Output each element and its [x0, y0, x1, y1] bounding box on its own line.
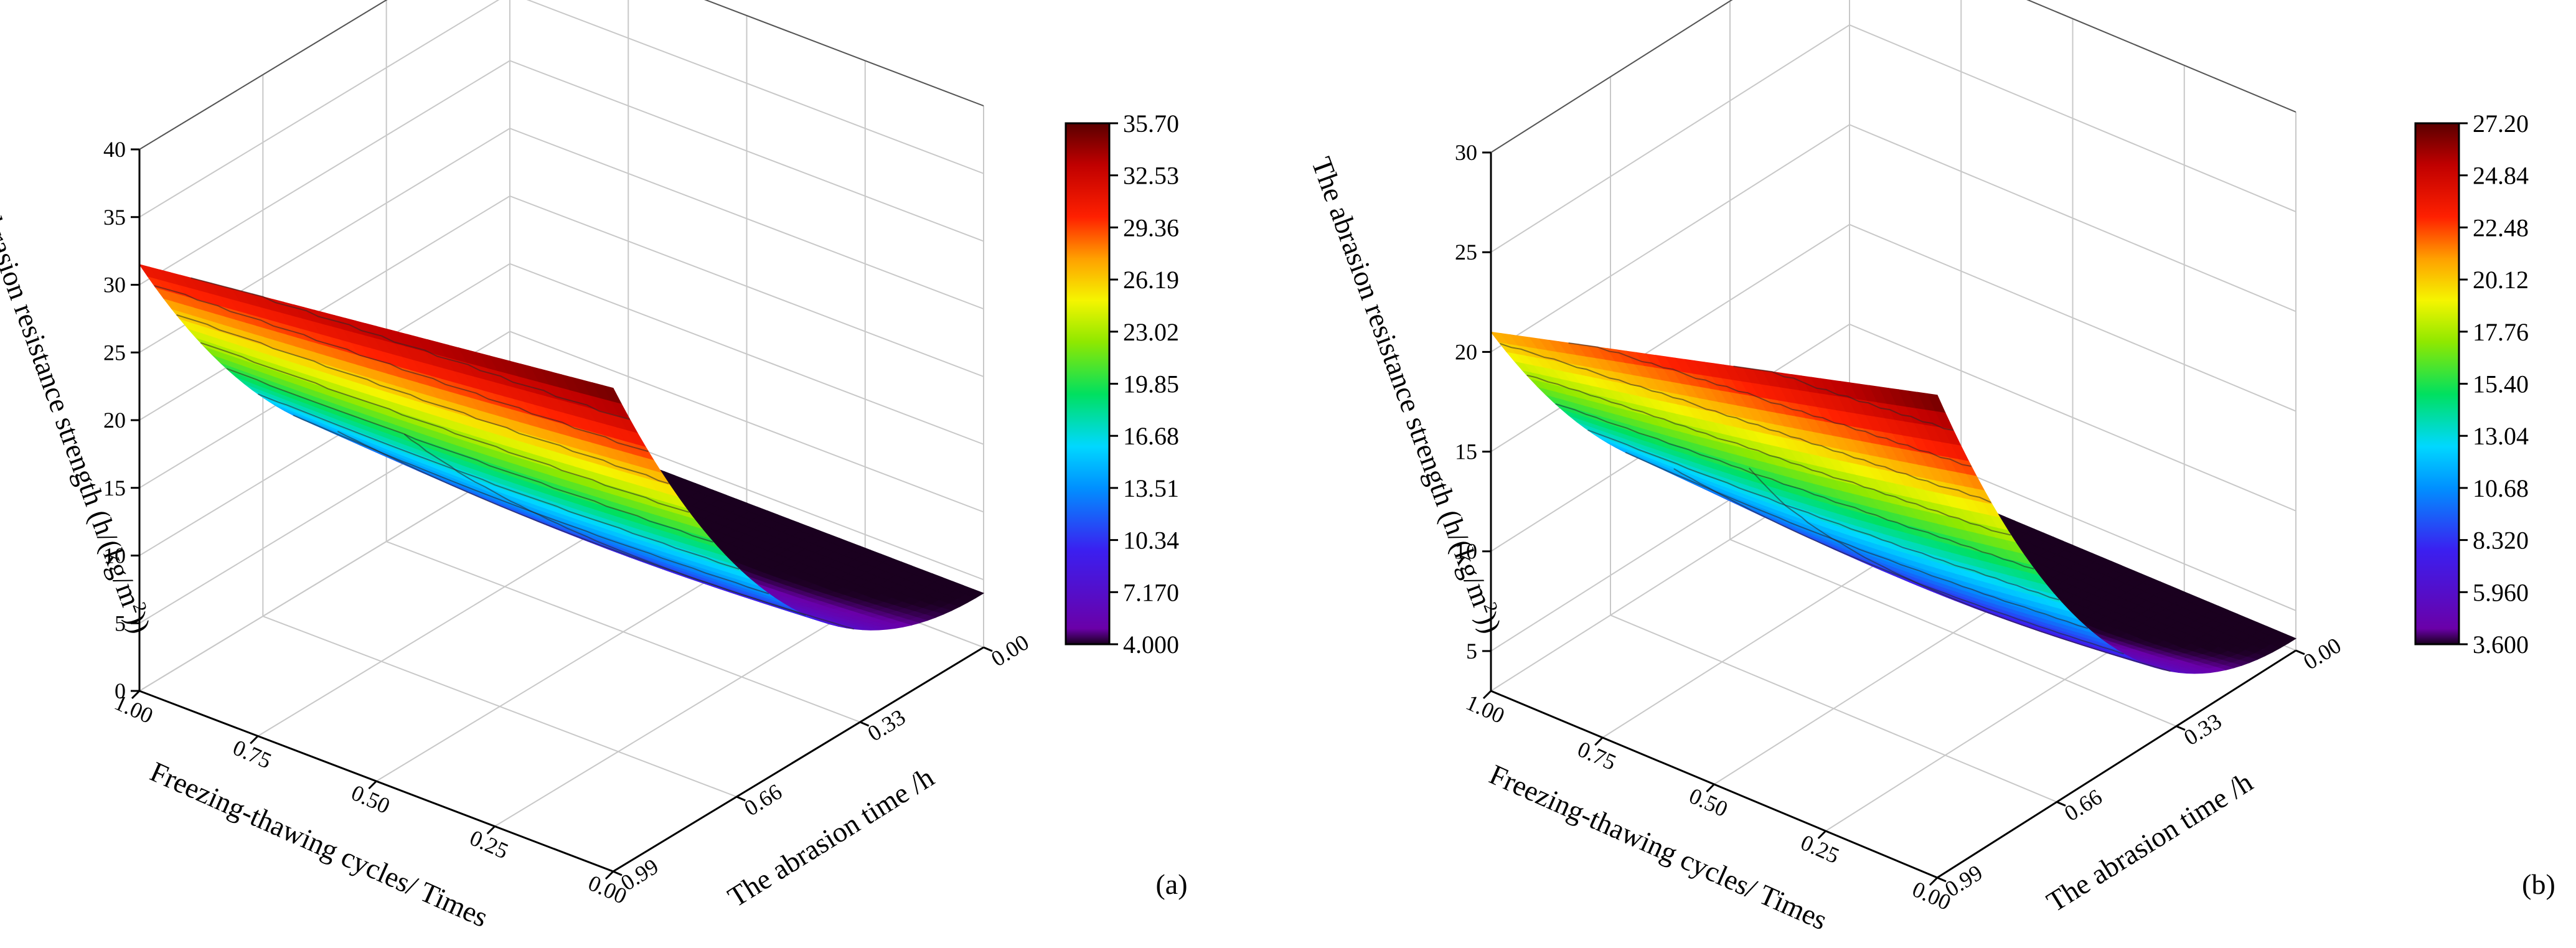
colorbar-tick-label: 8.320 [2473, 527, 2529, 555]
colorbar-tick-label: 17.76 [2473, 318, 2529, 346]
colorbar-tick-label: 26.19 [1123, 266, 1179, 294]
colorbar: 35.70 32.53 29.36 26.19 23.02 19.85 16.68 13.51… [1065, 110, 1179, 659]
z-title-main: The abrasion resistance strength (h/(kg/… [1305, 153, 1498, 611]
colorbar-tick-label: 29.36 [1123, 214, 1179, 242]
colorbar-tick-label: 27.20 [2473, 110, 2529, 138]
z-tick-label: 25 [1455, 240, 1477, 265]
z-tick-label: 40 [103, 137, 126, 162]
colorbar-tick-label: 10.68 [2473, 474, 2529, 502]
colorbar-tick-label: 4.000 [1123, 631, 1179, 659]
x-axis-title: Freezing-thawing cycles/ Times [1485, 758, 1832, 936]
y-tick-label: 0.66 [740, 779, 786, 820]
chart-panel-b: 510152025301.000.750.500.250.000.000.330… [1305, 0, 2555, 936]
y-axis-title: The abrasion time /h [2041, 766, 2259, 917]
colorbar-tick-label: 15.40 [2473, 370, 2529, 398]
panel-label: (b) [2522, 868, 2555, 900]
surface [1490, 331, 2297, 674]
z-title-end: )) [121, 609, 157, 637]
y-tick-label: 0.33 [863, 704, 910, 746]
box-top-edge [1490, 0, 2296, 153]
colorbar-tick-label: 19.85 [1123, 370, 1179, 398]
colorbar-tick-label: 20.12 [2473, 266, 2529, 294]
colorbar-tick-label: 10.34 [1123, 527, 1179, 555]
colorbar-tick-label: 16.68 [1123, 422, 1179, 450]
z-axis-title: The abrasion resistance strength (h/(kg/… [1305, 153, 1508, 637]
z-tick-label: 30 [103, 273, 126, 298]
colorbar-tick-label: 3.600 [2473, 631, 2529, 659]
box-top-edge [139, 0, 984, 150]
z-gridline [1490, 124, 2296, 353]
z-gridline [139, 60, 984, 286]
colorbar-tick-label: 24.84 [2473, 162, 2529, 190]
y-gridline [385, 0, 861, 723]
z-tick-label: 25 [103, 340, 126, 365]
y-axis-title: The abrasion time /h [722, 761, 939, 913]
chart-panel-a: 05101520253035401.000.750.500.250.000.00… [0, 0, 1188, 933]
z-tick-label: 20 [1455, 339, 1477, 364]
x-gridline [1937, 112, 2296, 878]
y-tick-label: 0.33 [2179, 708, 2226, 750]
colorbar-gradient [2414, 122, 2460, 645]
z-title-end: )) [1472, 609, 1508, 637]
colorbar-tick-label: 22.48 [2473, 214, 2529, 242]
z-tick-label: 30 [1455, 140, 1477, 165]
colorbar-tick-label: 13.51 [1123, 474, 1179, 502]
colorbar-tick-label: 7.170 [1123, 578, 1179, 606]
colorbar: 27.20 24.84 22.48 20.12 17.76 15.40 13.04 10.68… [2414, 110, 2529, 659]
y-tick-label: 0.00 [987, 629, 1033, 671]
colorbar-gradient [1065, 122, 1111, 645]
colorbar-tick-label: 5.960 [2473, 578, 2529, 606]
colorbar-tick-label: 23.02 [1123, 318, 1179, 346]
z-tick-label: 5 [1466, 639, 1477, 664]
y-gridline [262, 75, 737, 797]
surface [138, 264, 985, 631]
z-gridline [139, 0, 984, 218]
panel-label: (a) [1155, 868, 1187, 900]
colorbar-tick-label: 13.04 [2473, 422, 2529, 450]
y-tick-label: 0.00 [2299, 632, 2346, 674]
z-axis-title: The abrasion resistance strength (h/(kg/… [0, 153, 157, 637]
z-tick-label: 35 [103, 205, 126, 230]
y-tick-label: 0.66 [2060, 784, 2107, 826]
colorbar-tick-label: 35.70 [1123, 110, 1179, 138]
z-gridline [1490, 24, 2296, 253]
z-tick-label: 20 [103, 408, 126, 433]
z-gridline [139, 0, 984, 150]
y-axis-line [613, 646, 984, 873]
colorbar-tick-label: 32.53 [1123, 162, 1179, 190]
z-tick-label: 15 [1455, 439, 1477, 464]
x-axis-title: Freezing-thawing cycles/ Times [146, 756, 493, 934]
